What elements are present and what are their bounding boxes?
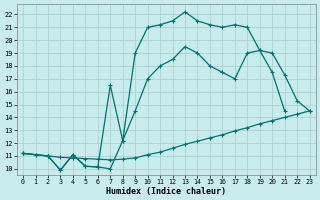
X-axis label: Humidex (Indice chaleur): Humidex (Indice chaleur) (106, 187, 226, 196)
